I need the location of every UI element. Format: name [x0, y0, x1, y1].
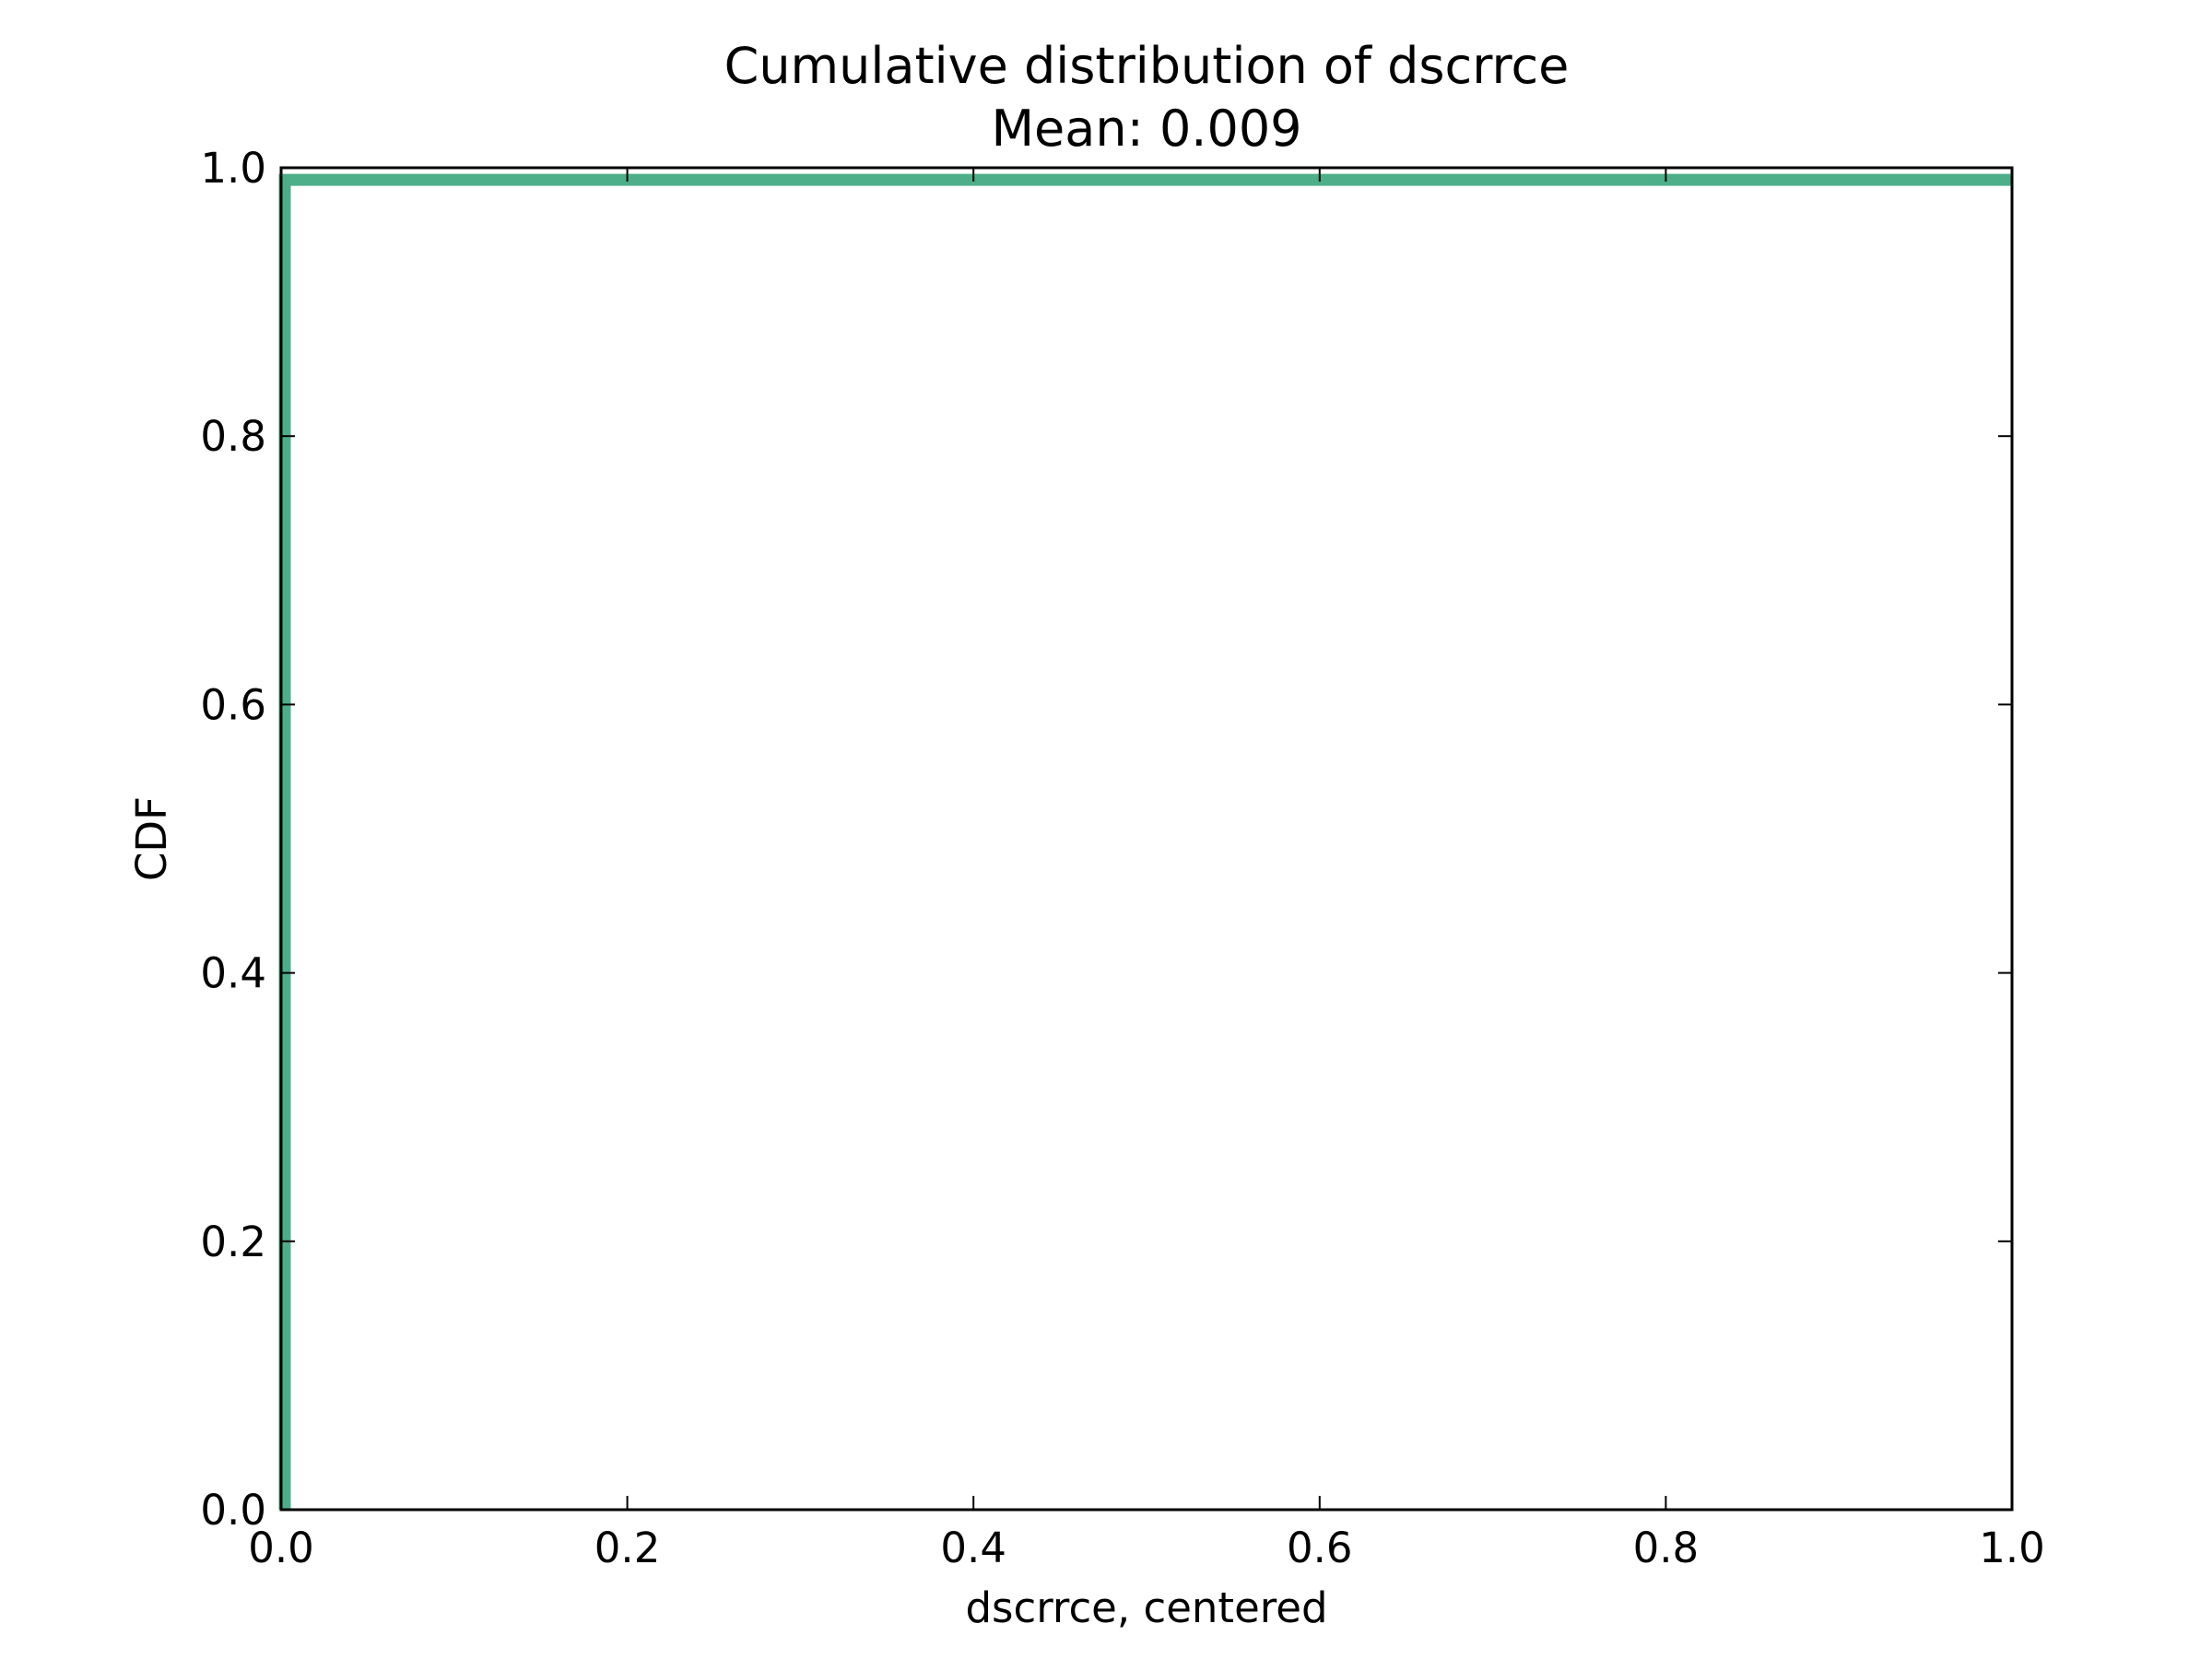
ticks-layer: 0.0 0.2 0.4 0.6 0.8 1.0 0.0 0.2 0.4 0.6 0.8 1.0 — [200, 144, 2044, 1572]
x-axis-label: dscrrce, centered — [965, 1583, 1327, 1632]
x-tick-label: 0.4 — [940, 1524, 1006, 1572]
series-layer — [278, 173, 2012, 1510]
x-tick-label: 0.2 — [594, 1524, 661, 1572]
y-tick-label: 0.2 — [200, 1218, 266, 1266]
plot-frame — [279, 166, 2014, 1512]
y-axis-label: CDF — [127, 796, 176, 881]
y-tick-label: 0.0 — [200, 1486, 266, 1535]
chart-title: Cumulative distribution of dscrrce — [724, 37, 1570, 95]
y-tick-label: 0.6 — [200, 680, 266, 729]
x-tick-label: 0.8 — [1633, 1524, 1700, 1572]
y-tick-label: 1.0 — [200, 144, 266, 193]
x-tick-label: 0.6 — [1287, 1524, 1353, 1572]
cdf-series-line — [278, 173, 2012, 1510]
y-tick-label: 0.4 — [200, 949, 266, 998]
y-tick-label: 0.8 — [200, 412, 266, 461]
x-tick-label: 0.0 — [248, 1524, 314, 1572]
x-tick-label: 1.0 — [1979, 1524, 2045, 1572]
chart-subtitle: Mean: 0.009 — [991, 100, 1301, 158]
